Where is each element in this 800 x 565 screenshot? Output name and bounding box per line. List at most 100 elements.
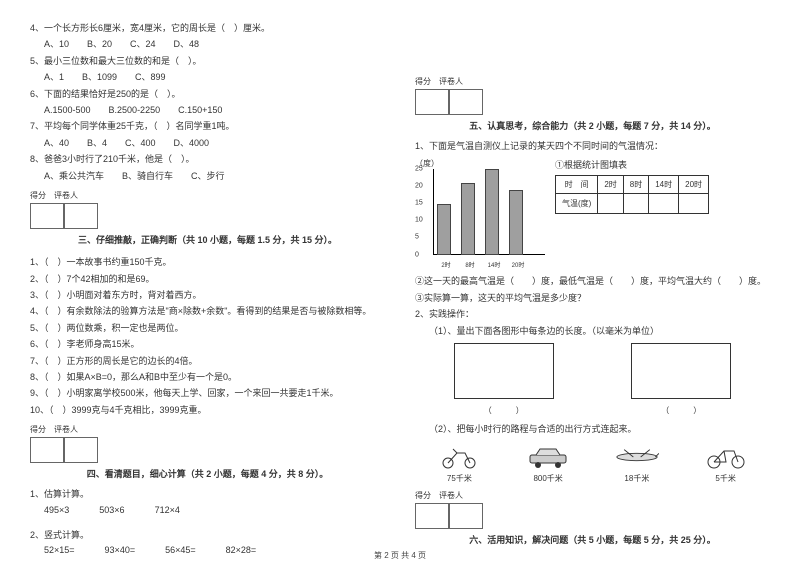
- page-footer: 第 2 页 共 4 页: [0, 550, 800, 561]
- judge-5: 5、（ ）两位数乘，积一定也是两位。: [30, 321, 385, 335]
- judge-2: 2、（ ）7个42相加的和是69。: [30, 272, 385, 286]
- th-8: 8时: [623, 176, 648, 194]
- r-q1-2: ②这一天的最高气温是（ ）度，最低气温是（ ）度，平均气温大约（ ）度。: [415, 274, 770, 288]
- judge-10: 10、（ ）3999克与4千克相比，3999克重。: [30, 403, 385, 417]
- veh-b-label: 800千米: [533, 473, 562, 484]
- calc1-b: 503×6: [99, 505, 124, 515]
- measure-boxes: （ ） （ ）: [415, 343, 770, 416]
- bar-8h: [461, 183, 475, 255]
- q7: 7、平均每个同学体重25千克，（ ）名同学重1吨。: [30, 119, 385, 133]
- q5-options: A、1 B、1099 C、899: [30, 70, 385, 84]
- calc2-label: 2、竖式计算。: [30, 528, 385, 542]
- ytick-10: 10: [415, 217, 423, 224]
- q6: 6、下面的结果恰好是250的是（ ）。: [30, 87, 385, 101]
- veh-a-label: 75千米: [447, 473, 472, 484]
- r-q2: 2、实践操作：: [415, 307, 770, 321]
- measure-box-1: [454, 343, 554, 399]
- section-4-title: 四、看清题目，细心计算（共 2 小题，每题 4 分，共 8 分）。: [30, 467, 385, 480]
- score-block-5: 得分 评卷人: [415, 76, 770, 115]
- x-labels: 2时 8时 14时 20时: [437, 260, 527, 269]
- judge-4: 4、（ ）有余数除法的验算方法是"商×除数+余数"。看得到的结果是否与被除数相等…: [30, 304, 385, 318]
- xlabel-0: 2时: [437, 260, 455, 269]
- veh-d-label: 5千米: [715, 473, 735, 484]
- score-header: 得分 评卷人: [30, 190, 98, 201]
- bicycle-icon: [704, 443, 748, 471]
- bar-2h: [437, 204, 451, 255]
- calc1-c: 712×4: [155, 505, 180, 515]
- score-box: [415, 89, 449, 115]
- xlabel-2: 14时: [485, 260, 503, 269]
- vehicle-motorbike: 75千米: [437, 443, 481, 484]
- cell-20: [679, 194, 709, 214]
- bars: [437, 169, 523, 255]
- row-label: 气温(度): [556, 194, 598, 214]
- degree-label: （度）: [415, 158, 545, 169]
- temp-table: 时 间 2时 8时 14时 20时 气温(度): [555, 175, 709, 214]
- blank-2: （ ）: [631, 405, 731, 416]
- vehicle-row: 75千米 800千米 18千米 5千米: [415, 443, 770, 484]
- temperature-chart: 25 20 15 10 5 0 2时 8时 14时 20时: [415, 169, 545, 269]
- r-q2-2: （2）、把每小时行的路程与合适的出行方式连起来。: [415, 422, 770, 436]
- vehicle-bicycle: 5千米: [704, 443, 748, 484]
- calc1-a: 495×3: [44, 505, 69, 515]
- ytick-0: 0: [415, 252, 419, 259]
- cell-8: [623, 194, 648, 214]
- section-3-title: 三、仔细推敲，正确判断（共 10 小题，每题 1.5 分，共 15 分）。: [30, 233, 385, 246]
- chart-wrap: （度） 25 20 15 10 5 0 2时 8时: [415, 158, 545, 269]
- grader-box: [449, 503, 483, 529]
- q5: 5、最小三位数和最大三位数的和是（ ）。: [30, 54, 385, 68]
- score-box: [30, 437, 64, 463]
- grader-box: [449, 89, 483, 115]
- plane-icon: [615, 443, 659, 471]
- judge-8: 8、（ ）如果A×B=0，那么A和B中至少有一个是0。: [30, 370, 385, 384]
- judge-1: 1、（ ）一本故事书约重150千克。: [30, 255, 385, 269]
- bar-14h: [485, 169, 499, 255]
- judge-7: 7、（ ）正方形的周长是它的边长的4倍。: [30, 354, 385, 368]
- motorbike-icon: [437, 443, 481, 471]
- judge-3: 3、（ ）小明面对着东方时，背对着西方。: [30, 288, 385, 302]
- ytick-25: 25: [415, 166, 423, 173]
- score-block-6: 得分 评卷人: [415, 490, 770, 529]
- ytick-15: 15: [415, 200, 423, 207]
- grader-box: [64, 437, 98, 463]
- score-header-5: 得分 评卷人: [415, 76, 483, 87]
- vehicle-plane: 18千米: [615, 443, 659, 484]
- q4-options: A、10 B、20 C、24 D、48: [30, 37, 385, 51]
- q6-options: A.1500-500 B.2500-2250 C.150+150: [30, 103, 385, 117]
- score-header-6: 得分 评卷人: [415, 490, 483, 501]
- th-2: 2时: [598, 176, 623, 194]
- left-column: 4、一个长方形长6厘米，宽4厘米，它的周长是（ ）厘米。 A、10 B、20 C…: [30, 20, 385, 555]
- q7-options: A、40 B、4 C、400 D、4000: [30, 136, 385, 150]
- grader-box: [64, 203, 98, 229]
- xlabel-1: 8时: [461, 260, 479, 269]
- q8: 8、爸爸3小时行了210千米，他是（ ）。: [30, 152, 385, 166]
- section-6-title: 六、活用知识，解决问题（共 5 小题，每题 5 分，共 25 分）。: [415, 533, 770, 546]
- calc1-row: 495×3 503×6 712×4: [30, 505, 385, 515]
- box-wrap-1: （ ）: [454, 343, 554, 416]
- score-header-4: 得分 评卷人: [30, 424, 98, 435]
- score-box: [415, 503, 449, 529]
- cell-2: [598, 194, 623, 214]
- judge-9: 9、（ ）小明家离学校500米，他每天上学、回家，一个来回一共要走1千米。: [30, 386, 385, 400]
- score-box: [30, 203, 64, 229]
- blank-1: （ ）: [454, 405, 554, 416]
- ytick-20: 20: [415, 183, 423, 190]
- th-time: 时 间: [556, 176, 598, 194]
- chart-block: （度） 25 20 15 10 5 0 2时 8时: [415, 158, 770, 269]
- score-block-3: 得分 评卷人: [30, 190, 385, 229]
- r-q2-1: （1）、量出下面各图形中每条边的长度。（以毫米为单位）: [415, 324, 770, 338]
- cell-14: [649, 194, 679, 214]
- r-q1-3: ③实际算一算，这天的平均气温是多少度？: [415, 291, 770, 305]
- q4: 4、一个长方形长6厘米，宽4厘米，它的周长是（ ）厘米。: [30, 21, 385, 35]
- bar-20h: [509, 190, 523, 255]
- calc1-label: 1、估算计算。: [30, 487, 385, 501]
- car-icon: [526, 443, 570, 471]
- box-wrap-2: （ ）: [631, 343, 731, 416]
- veh-c-label: 18千米: [624, 473, 649, 484]
- right-column: 得分 评卷人 五、认真思考，综合能力（共 2 小题，每题 7 分，共 14 分）…: [415, 20, 770, 555]
- score-block-4: 得分 评卷人: [30, 424, 385, 463]
- section-5-title: 五、认真思考，综合能力（共 2 小题，每题 7 分，共 14 分）。: [415, 119, 770, 132]
- q8-options: A、乘公共汽车 B、骑自行车 C、步行: [30, 169, 385, 183]
- vehicle-car: 800千米: [526, 443, 570, 484]
- y-axis: [433, 169, 434, 255]
